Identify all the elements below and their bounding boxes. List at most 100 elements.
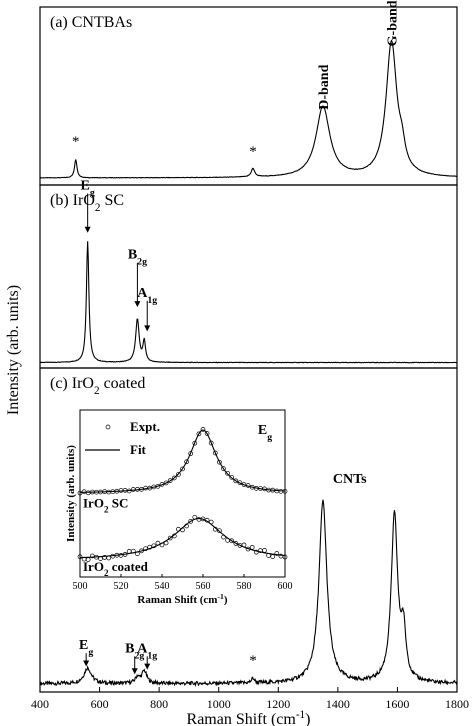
inset-expt-point xyxy=(163,480,169,486)
inset-expt-point xyxy=(89,553,95,559)
x-tick-label-part: 400 xyxy=(31,697,49,711)
inset-expt-point xyxy=(94,554,99,560)
inset-expt-point xyxy=(171,533,177,539)
inset-expt-point xyxy=(151,543,157,549)
panel-title-c-part: coated xyxy=(100,375,146,392)
x-tick-label: 1200 xyxy=(266,697,290,711)
inset-expt-point xyxy=(266,553,271,558)
inset-plot: 500 520 540 560 580 600 Raman Shift (cm-1) Inte… xyxy=(65,403,295,608)
inset-expt-point xyxy=(245,483,251,488)
peak-star: * xyxy=(249,653,257,669)
x-tick-label: 1600 xyxy=(385,697,409,711)
inset-expt-point xyxy=(192,440,198,446)
mode-label-part: g xyxy=(88,647,93,658)
inset-x-tick-label-part: 560 xyxy=(196,581,211,592)
inset-curve-label: IrO2 coated xyxy=(83,559,149,578)
inset-expt-point xyxy=(204,517,210,523)
x-tick-label: 600 xyxy=(91,697,109,711)
panel-title-b-part: (b) IrO xyxy=(50,192,95,209)
inset-expt-point xyxy=(221,466,226,471)
inset-expt-point xyxy=(188,451,194,456)
inset-mode-tag-part: E xyxy=(258,423,267,438)
mode-label-part: E xyxy=(81,179,90,194)
mode-label-part: 1g xyxy=(147,294,157,305)
inset-x-axis-title: Raman Shift (cm-1) xyxy=(137,592,227,607)
inset-x-axis-title-part: ) xyxy=(224,594,228,606)
x-tick-label: 1000 xyxy=(207,697,231,711)
inset-expt-point xyxy=(85,557,91,562)
inset-expt-point xyxy=(184,459,189,465)
inset-expt-point xyxy=(217,528,222,534)
inset-expt-point xyxy=(155,483,161,489)
panel-title-a-part: (a) CNTBAs xyxy=(50,14,132,31)
inset-fit-curve xyxy=(79,429,286,493)
inset-y-axis-title: Intensity (arb. units) xyxy=(65,445,77,542)
inset-expt-point xyxy=(159,482,165,487)
inset-expt-point xyxy=(249,484,255,490)
inset-expt-point xyxy=(167,478,173,483)
panel-title-a: (a) CNTBAs xyxy=(50,14,132,31)
mode-label: B2g xyxy=(128,248,147,268)
panel-title-b: (b) IrO2 SC xyxy=(50,192,124,214)
inset-x-tick-label: 540 xyxy=(155,581,170,592)
inset-x-tick-label: 560 xyxy=(196,581,211,592)
inset-expt-point xyxy=(139,487,144,492)
shared-axes: 400 600 800 1000 1200 1400 1600 1800 Raman Shift… xyxy=(5,285,469,726)
inset-curve-label-part: IrO xyxy=(83,559,104,574)
mode-label-part: 2g xyxy=(137,256,147,267)
mode-label: Eg xyxy=(79,638,93,658)
inset-expt-point xyxy=(98,556,103,561)
legend-expt-label: Expt. xyxy=(130,419,160,434)
spectrum-line-b xyxy=(39,241,458,364)
x-tick-label: 1400 xyxy=(326,697,350,711)
peak-label: G-band xyxy=(385,0,400,46)
inset-x-tick-label-part: 500 xyxy=(73,581,88,592)
inset-expt-point xyxy=(282,554,288,560)
inset-expt-point xyxy=(217,459,222,465)
inset-mode-tag-part: g xyxy=(267,432,272,443)
inset-x-tick-label: 580 xyxy=(237,581,252,592)
panel-frame xyxy=(39,184,458,369)
mode-arrowhead xyxy=(144,663,151,670)
inset-expt-point xyxy=(147,485,153,491)
peak-star: * xyxy=(72,134,80,150)
inset-expt-point xyxy=(212,450,218,456)
inset-expt-point xyxy=(233,541,239,546)
inset-curve-label-part: SC xyxy=(109,496,129,511)
inset-expt-point xyxy=(221,534,226,540)
mode-label-part: A xyxy=(137,641,148,656)
inset-expt-point xyxy=(208,519,214,525)
peak-label: CNTs xyxy=(333,472,367,487)
x-tick-label-part: 1200 xyxy=(266,697,290,711)
inset-expt-point xyxy=(204,431,210,436)
mode-label: A1g xyxy=(137,641,157,661)
inset-expt-point xyxy=(225,470,230,476)
y-axis-title: Intensity (arb. units) xyxy=(5,285,22,415)
mode-label-part: A xyxy=(137,286,148,301)
inset-expt-point xyxy=(139,548,144,554)
inset-expt-point xyxy=(192,514,198,520)
mode-label-part: g xyxy=(90,187,95,198)
inset-expt-point xyxy=(143,546,148,552)
inset-expt-point xyxy=(212,526,218,532)
inset-x-axis-title-part: Raman Shift (cm xyxy=(137,594,217,606)
inset-curve-label-part: 2 xyxy=(104,505,109,515)
mode-arrowhead xyxy=(84,226,91,233)
inset-expt-point xyxy=(188,518,194,524)
mode-label: A1g xyxy=(137,286,157,306)
x-tick-label-part: 1600 xyxy=(385,697,409,711)
inset-expt-point xyxy=(200,427,206,432)
inset-expt-point xyxy=(262,486,267,492)
inset-y-axis-title-part: Intensity (arb. units) xyxy=(65,445,77,542)
inset-x-tick-label-part: 580 xyxy=(237,581,252,592)
inset-expt-point xyxy=(126,488,132,494)
x-axis-title: Raman Shift (cm-1) xyxy=(187,709,311,726)
mode-label: Eg xyxy=(81,179,95,199)
panel-title-c-part: (c) IrO xyxy=(50,375,94,392)
inset-curve-label-part: 2 xyxy=(104,568,109,578)
mode-label-part: 1g xyxy=(147,650,157,661)
inset-expt-point xyxy=(167,535,173,541)
